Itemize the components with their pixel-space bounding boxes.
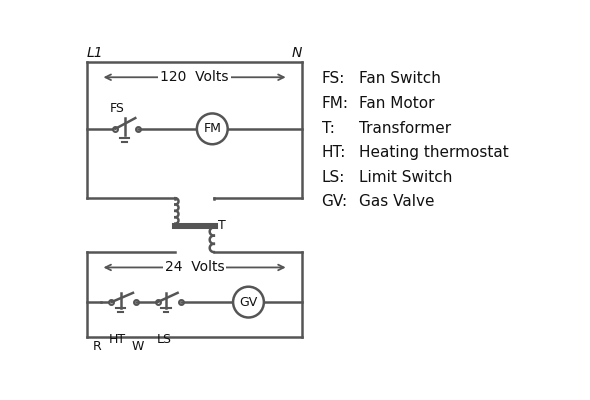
Circle shape (233, 287, 264, 318)
Text: N: N (292, 46, 302, 60)
Text: T: T (218, 218, 225, 232)
Text: LS: LS (156, 333, 171, 346)
Text: FM: FM (204, 122, 221, 135)
Text: L1: L1 (87, 46, 103, 60)
Text: LS:: LS: (322, 170, 345, 185)
Text: FS: FS (110, 102, 125, 115)
Text: Heating thermostat: Heating thermostat (359, 145, 509, 160)
Text: 120  Volts: 120 Volts (160, 70, 229, 84)
Text: GV: GV (240, 296, 258, 309)
Text: GV:: GV: (322, 194, 348, 210)
Text: HT:: HT: (322, 145, 346, 160)
Text: Transformer: Transformer (359, 120, 451, 136)
Text: T:: T: (322, 120, 335, 136)
Text: Gas Valve: Gas Valve (359, 194, 434, 210)
Text: W: W (132, 340, 144, 353)
Text: FM:: FM: (322, 96, 349, 111)
Circle shape (197, 114, 228, 144)
Text: Limit Switch: Limit Switch (359, 170, 452, 185)
Text: Fan Motor: Fan Motor (359, 96, 434, 111)
Text: 24  Volts: 24 Volts (165, 260, 224, 274)
Text: R: R (93, 340, 101, 353)
Text: FS:: FS: (322, 71, 345, 86)
Text: Fan Switch: Fan Switch (359, 71, 441, 86)
Text: HT: HT (109, 333, 126, 346)
